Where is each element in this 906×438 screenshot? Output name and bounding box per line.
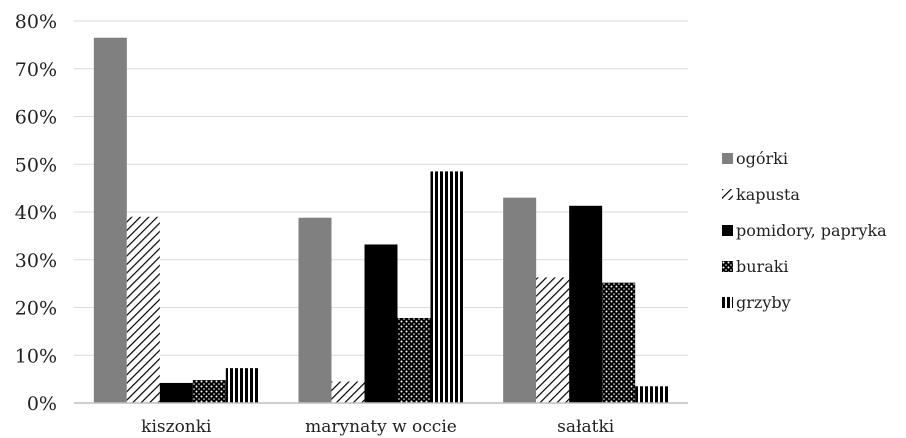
legend-swatch [722, 296, 733, 308]
bar [536, 277, 570, 403]
legend-item: buraki [722, 248, 887, 284]
legend-label: grzyby [736, 292, 791, 312]
legend-label: ogórki [736, 148, 788, 168]
legend-item: grzyby [722, 284, 887, 320]
x-category-label: marynaty w occie [305, 417, 457, 437]
legend-swatch [722, 188, 733, 200]
legend-item: kapusta [722, 176, 887, 212]
x-category-label: kiszonki [141, 417, 212, 437]
legend-swatch [722, 224, 733, 236]
bar [635, 386, 669, 403]
bars [93, 37, 669, 404]
y-tick-label: 40% [15, 202, 57, 224]
legend: ogórki kapusta pomidory, papryka buraki grzy… [722, 140, 887, 320]
bar [93, 37, 127, 404]
legend-swatch [722, 152, 733, 164]
bar [126, 216, 160, 403]
bar [331, 381, 365, 403]
y-tick-label: 10% [15, 345, 57, 367]
bar [569, 205, 603, 403]
y-tick-label: 0% [27, 393, 57, 415]
legend-label: pomidory, papryka [736, 220, 887, 240]
bar [602, 282, 636, 403]
y-tick-label: 70% [15, 59, 57, 81]
bar [397, 318, 431, 403]
bar [192, 380, 226, 403]
bar [159, 382, 193, 403]
legend-item: ogórki [722, 140, 887, 176]
legend-swatch [722, 260, 733, 272]
legend-item: pomidory, papryka [722, 212, 887, 248]
x-axis-categories: kiszonki marynaty w occie sałatki [141, 417, 615, 437]
legend-label: buraki [736, 256, 789, 276]
y-tick-label: 20% [15, 298, 57, 320]
y-tick-label: 80% [15, 11, 57, 33]
legend-label: kapusta [736, 184, 800, 204]
y-tick-label: 50% [15, 154, 57, 176]
bar [430, 171, 464, 403]
bar [364, 244, 398, 403]
y-axis-ticks: 0% 10% 20% 30% 40% 50% 60% 70% 80% [15, 11, 57, 415]
y-tick-label: 60% [15, 107, 57, 129]
y-tick-label: 30% [15, 250, 57, 272]
x-category-label: sałatki [557, 417, 615, 437]
bar [503, 197, 537, 403]
bar [225, 368, 259, 403]
bar [298, 217, 332, 403]
